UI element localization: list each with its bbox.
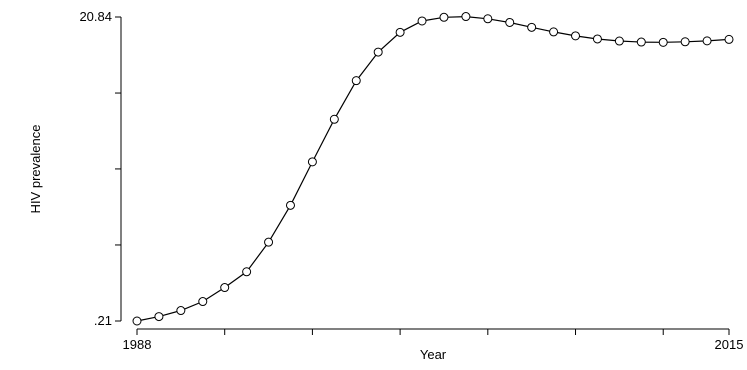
data-point — [483, 14, 493, 24]
x-tick-label: 1988 — [123, 337, 152, 352]
data-point — [373, 47, 383, 57]
x-axis-title: Year — [420, 347, 447, 362]
data-point — [680, 37, 690, 47]
data-point — [439, 12, 449, 22]
x-tick-label: 2015 — [715, 337, 744, 352]
x-axis-ticks: 1988 2015 — [123, 329, 744, 352]
data-point — [351, 76, 361, 86]
data-point — [198, 297, 208, 307]
data-point — [242, 267, 252, 277]
data-point — [395, 27, 405, 37]
series-line — [136, 15, 730, 322]
y-tick-label: 20.84 — [79, 9, 112, 24]
y-axis-ticks: .21 20.84 — [79, 9, 121, 328]
data-point — [461, 12, 471, 22]
data-point — [658, 37, 668, 47]
y-axis-title: HIV prevalence — [28, 125, 43, 214]
data-point — [176, 306, 186, 316]
data-point — [571, 31, 581, 41]
data-point — [329, 114, 339, 124]
data-point — [154, 312, 164, 322]
data-point — [636, 37, 646, 47]
data-point — [132, 316, 142, 326]
data-point — [285, 200, 295, 210]
data-point — [724, 34, 734, 44]
data-point — [527, 22, 537, 32]
data-point — [307, 157, 317, 167]
data-point — [702, 36, 712, 46]
data-point — [614, 36, 624, 46]
data-point — [220, 283, 230, 293]
data-point — [264, 237, 274, 247]
data-point — [592, 34, 602, 44]
y-tick-label: .21 — [94, 313, 112, 328]
data-point — [505, 17, 515, 27]
series-markers — [132, 12, 734, 326]
data-point — [549, 27, 559, 37]
data-point — [417, 16, 427, 26]
